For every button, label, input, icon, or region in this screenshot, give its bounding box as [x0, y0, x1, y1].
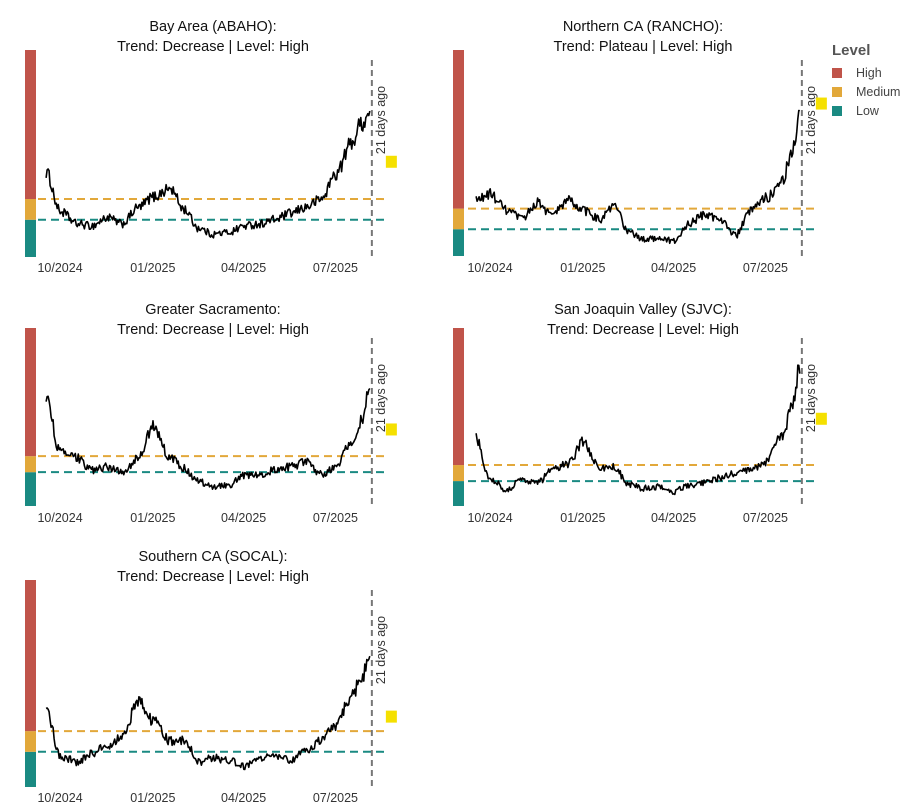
x-tick-label: 01/2025 [560, 261, 605, 275]
series-line [45, 110, 371, 239]
chart-subtitle: Trend: Decrease | Level: High [117, 569, 309, 585]
latest-value-marker [385, 155, 397, 168]
x-tick-label: 01/2025 [560, 511, 605, 525]
days-ago-annotation: 21 days ago [804, 364, 818, 432]
legend-swatch-high [832, 67, 842, 78]
x-tick-label: 04/2025 [221, 511, 266, 525]
legend-label-medium: Medium [856, 84, 901, 99]
level-band-high [453, 328, 464, 466]
chart-panel-5: Southern CA (SOCAL): Trend: Decrease | Le… [25, 549, 397, 805]
x-tick-label: 04/2025 [651, 261, 696, 275]
chart-title: Bay Area (ABAHO): [149, 19, 276, 35]
x-tick-label: 01/2025 [130, 261, 175, 275]
level-band-low [453, 481, 464, 506]
level-band-low [25, 219, 36, 257]
x-tick-label: 10/2024 [467, 511, 512, 525]
series-line [45, 387, 371, 490]
level-band-medium [453, 465, 464, 482]
x-tick-label: 07/2025 [313, 791, 358, 805]
latest-value-marker [385, 710, 397, 723]
level-band-low [25, 472, 36, 506]
legend-item-low: Low [832, 101, 922, 120]
legend-item-high: High [832, 63, 922, 82]
chart-subtitle: Trend: Decrease | Level: High [117, 322, 309, 338]
chart-subtitle: Trend: Decrease | Level: High [117, 39, 309, 55]
days-ago-annotation: 21 days ago [374, 86, 388, 154]
level-band-medium [25, 731, 36, 752]
x-tick-label: 04/2025 [221, 261, 266, 275]
days-ago-annotation: 21 days ago [804, 86, 818, 154]
x-tick-label: 07/2025 [313, 511, 358, 525]
legend-title: Level [832, 42, 871, 59]
level-band-medium [25, 199, 36, 220]
chart-title: Greater Sacramento: [145, 302, 280, 318]
chart-subtitle: Trend: Plateau | Level: High [554, 39, 733, 55]
x-tick-label: 07/2025 [313, 261, 358, 275]
latest-value-marker [815, 97, 827, 110]
latest-value-marker [385, 423, 397, 436]
chart-panel-2: Northern CA (RANCHO): Trend: Plateau | Le… [453, 19, 827, 275]
chart-title: Northern CA (RANCHO): [563, 19, 723, 35]
legend-swatch-low [832, 105, 842, 116]
legend-item-medium: Medium [832, 82, 922, 101]
level-band-low [453, 229, 464, 256]
days-ago-annotation: 21 days ago [374, 616, 388, 684]
level-band-high [25, 328, 36, 457]
chart-legend: Level High Medium Low [832, 42, 922, 120]
level-band-high [453, 50, 464, 209]
chart-title: Southern CA (SOCAL): [138, 549, 287, 565]
days-ago-annotation: 21 days ago [374, 364, 388, 432]
x-tick-label: 04/2025 [221, 791, 266, 805]
series-line [475, 109, 801, 245]
latest-value-marker [815, 412, 827, 425]
x-tick-label: 01/2025 [130, 511, 175, 525]
series-line [475, 364, 801, 496]
x-tick-label: 10/2024 [37, 791, 82, 805]
level-band-high [25, 50, 36, 200]
chart-subtitle: Trend: Decrease | Level: High [547, 322, 739, 338]
x-tick-label: 04/2025 [651, 511, 696, 525]
x-tick-label: 10/2024 [37, 511, 82, 525]
chart-panel-1: Bay Area (ABAHO): Trend: Decrease | Level… [25, 19, 397, 275]
x-tick-label: 10/2024 [467, 261, 512, 275]
chart-panel-3: Greater Sacramento: Trend: Decrease | Lev… [25, 302, 397, 525]
x-tick-label: 10/2024 [37, 261, 82, 275]
level-band-medium [453, 208, 464, 230]
legend-label-low: Low [856, 103, 879, 118]
level-band-medium [25, 456, 36, 473]
chart-panel-4: San Joaquin Valley (SJVC): Trend: Decreas… [453, 302, 827, 525]
legend-label-high: High [856, 65, 882, 80]
x-tick-label: 07/2025 [743, 511, 788, 525]
level-band-low [25, 751, 36, 787]
x-tick-label: 07/2025 [743, 261, 788, 275]
level-band-high [25, 580, 36, 732]
x-tick-label: 01/2025 [130, 791, 175, 805]
chart-title: San Joaquin Valley (SJVC): [554, 302, 732, 318]
series-line [45, 655, 371, 771]
legend-swatch-medium [832, 86, 842, 97]
